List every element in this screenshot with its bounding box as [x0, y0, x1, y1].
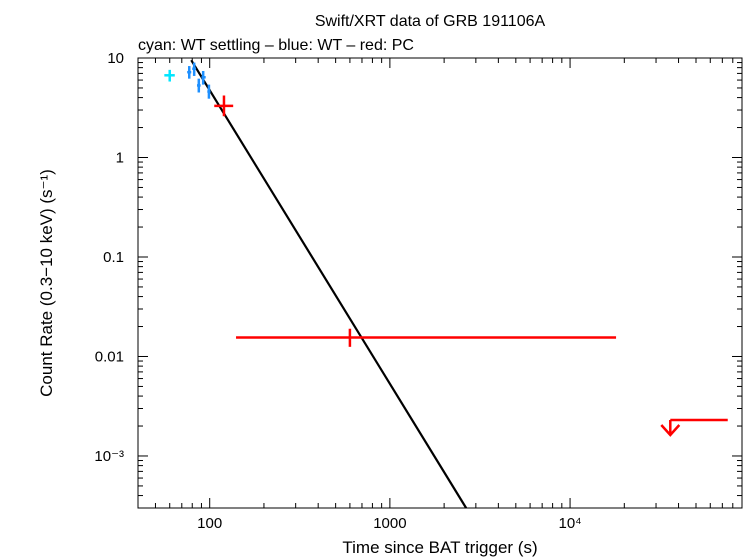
x-tick-label: 1000 [373, 515, 406, 532]
data-point [214, 95, 234, 117]
y-tick-label: 10 [107, 50, 124, 67]
data-point [201, 71, 206, 85]
x-tick-label: 10⁴ [558, 515, 581, 532]
axis-ticks [137, 57, 743, 509]
model-fit [190, 59, 468, 509]
y-tick-labels: 10 1 0.1 0.01 10⁻³ [94, 50, 124, 465]
x-tick-label: 100 [197, 515, 222, 532]
chart-subtitle: cyan: WT settling – blue: WT – red: PC [138, 37, 414, 54]
upper-limit-arrowhead [660, 424, 681, 437]
chart-title: Swift/XRT data of GRB 191106A [315, 13, 546, 30]
data-point [236, 328, 617, 347]
x-tick-labels: 100 1000 10⁴ [197, 515, 581, 532]
y-tick-label: 0.01 [95, 348, 124, 365]
y-axis-label: Count Rate (0.3−10 keV) (s⁻¹) [37, 169, 56, 397]
plot-frame [137, 57, 743, 509]
x-axis-label: Time since BAT trigger (s) [342, 538, 537, 557]
y-tick-label: 1 [116, 149, 124, 166]
data-point [187, 66, 192, 79]
series-wt-settling [164, 69, 175, 82]
data-point [196, 78, 201, 93]
y-tick-label: 10⁻³ [94, 448, 124, 465]
series-wt [187, 62, 211, 99]
upper-limit-arrow [660, 418, 728, 437]
data-point [207, 84, 211, 99]
model-line [190, 59, 468, 509]
data-point [164, 69, 175, 82]
data-point [192, 62, 197, 76]
series-pc [214, 95, 728, 437]
data-points [164, 62, 728, 437]
y-tick-label: 0.1 [103, 249, 124, 266]
